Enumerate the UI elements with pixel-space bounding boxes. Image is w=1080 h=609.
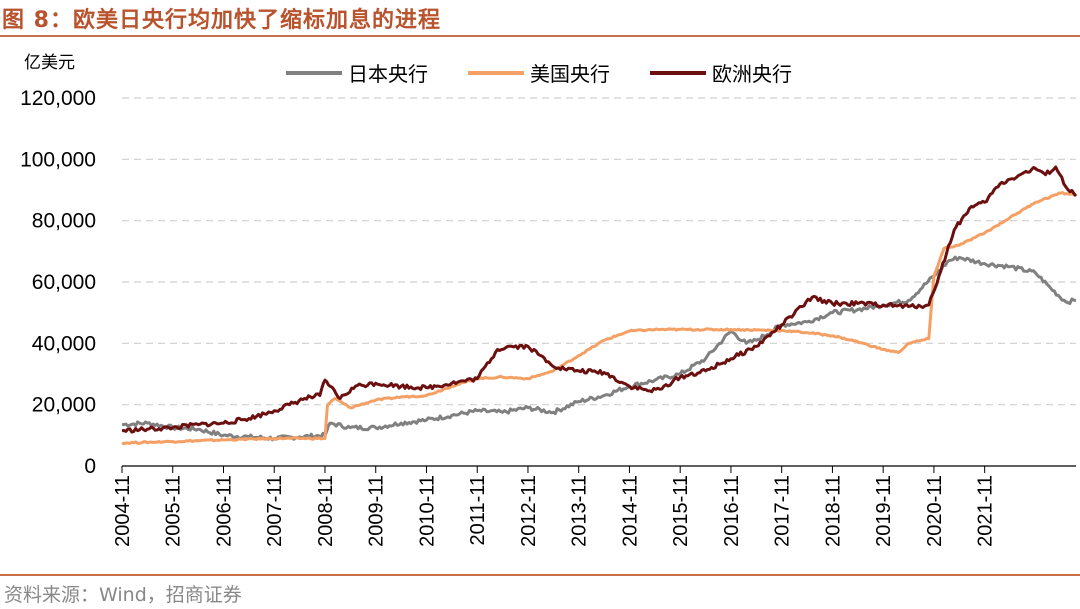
x-tick-label: 2013-11 — [569, 475, 591, 547]
y-tick-label: 60,000 — [32, 271, 96, 294]
x-tick-label: 2016-11 — [721, 475, 743, 547]
x-tick-label: 2014-11 — [619, 475, 641, 547]
x-tick-label: 2019-11 — [873, 475, 895, 547]
series-line-usa — [121, 191, 1077, 446]
x-tick-label: 2017-11 — [772, 475, 794, 547]
y-tick-label: 0 — [84, 455, 96, 478]
x-tick-label: 2018-11 — [822, 475, 844, 547]
figure-title: 图 8：欧美日央行均加快了缩标加息的进程 — [2, 8, 441, 33]
legend-label-japan: 日本央行 — [348, 62, 428, 86]
x-tick-label: 2010-11 — [416, 475, 438, 547]
legend-swatch-japan — [286, 70, 342, 75]
legend-label-usa: 美国央行 — [530, 62, 610, 86]
x-tick-label: 2007-11 — [264, 475, 286, 547]
y-tick-label: 40,000 — [32, 332, 96, 355]
legend-item-europe: 欧洲央行 — [650, 58, 792, 87]
y-axis-unit: 亿美元 — [24, 53, 75, 73]
x-tick-label: 2005-11 — [163, 475, 185, 547]
y-tick-label: 20,000 — [32, 394, 96, 417]
x-tick-label: 2020-11 — [924, 475, 946, 547]
legend-swatch-europe — [650, 70, 706, 75]
source-note: 资料来源：Wind，招商证券 — [4, 584, 242, 606]
legend: 日本央行 美国央行 欧洲央行 — [286, 58, 792, 87]
x-tick-label: 2008-11 — [315, 475, 337, 547]
legend-item-japan: 日本央行 — [286, 58, 428, 87]
x-tick-label: 2004-11 — [112, 475, 134, 547]
x-tick-label: 2012-11 — [518, 475, 540, 547]
y-tick-label: 80,000 — [32, 210, 96, 233]
series-line-japan — [121, 255, 1077, 442]
legend-swatch-usa — [468, 70, 524, 75]
x-tick-label: 2021-11 — [975, 475, 997, 547]
title-divider — [0, 35, 1080, 37]
x-tick-label: 2009-11 — [366, 475, 388, 547]
series-line-europe — [121, 165, 1078, 434]
source-divider — [0, 574, 1080, 576]
legend-item-usa: 美国央行 — [468, 58, 610, 87]
x-tick-label: 2011-11 — [467, 475, 489, 545]
x-tick-label: 2006-11 — [213, 475, 235, 547]
y-tick-label: 120,000 — [20, 87, 96, 110]
legend-label-europe: 欧洲央行 — [712, 62, 792, 86]
x-tick-label: 2015-11 — [670, 475, 692, 547]
y-tick-label: 100,000 — [20, 148, 96, 171]
